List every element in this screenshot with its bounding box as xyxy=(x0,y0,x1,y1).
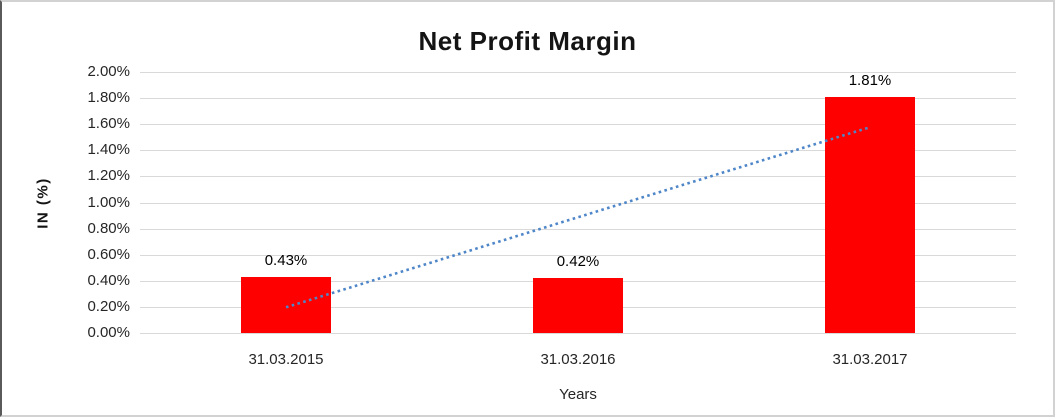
y-axis-title: IN (%) xyxy=(34,177,52,229)
gridline xyxy=(140,228,1016,230)
gridline xyxy=(140,124,1016,126)
y-tick-label: 1.20% xyxy=(87,167,130,185)
y-tick-label: 0.00% xyxy=(87,324,130,341)
plot-area: 0.43% 0.42% 1.81% xyxy=(140,71,1016,334)
x-axis-title: Years xyxy=(559,386,597,403)
y-tick-label: 0.40% xyxy=(87,271,130,289)
x-category-label: 31.03.2017 xyxy=(832,351,908,368)
chart-title: Net Profit Margin xyxy=(418,26,637,56)
x-category-label: 31.03.2016 xyxy=(540,351,616,368)
y-tick-label: 0.20% xyxy=(87,297,130,315)
bar-data-label: 0.43% xyxy=(264,251,308,269)
trendline xyxy=(285,125,871,309)
gridline xyxy=(140,333,1016,334)
bar xyxy=(825,96,915,333)
bar-data-label: 0.42% xyxy=(556,253,600,271)
bar xyxy=(533,278,623,333)
x-category-label: 31.03.2015 xyxy=(248,351,324,368)
bar xyxy=(241,276,331,333)
y-tick-label: 0.80% xyxy=(87,219,130,237)
trendline-dotted-line xyxy=(285,125,871,309)
gridline xyxy=(140,254,1016,256)
y-tick-label: 1.60% xyxy=(87,115,130,133)
gridline xyxy=(140,98,1016,100)
y-tick-label: 1.00% xyxy=(87,193,130,211)
y-tick-label: 1.80% xyxy=(87,89,130,107)
gridline xyxy=(140,150,1016,152)
bar-data-label: 1.81% xyxy=(848,71,892,89)
gridline xyxy=(140,202,1016,204)
y-tick-label: 2.00% xyxy=(87,63,130,80)
y-tick-label: 0.60% xyxy=(87,245,130,263)
y-tick-label: 1.40% xyxy=(87,141,130,159)
gridline xyxy=(140,176,1016,178)
gridline xyxy=(140,72,1016,73)
